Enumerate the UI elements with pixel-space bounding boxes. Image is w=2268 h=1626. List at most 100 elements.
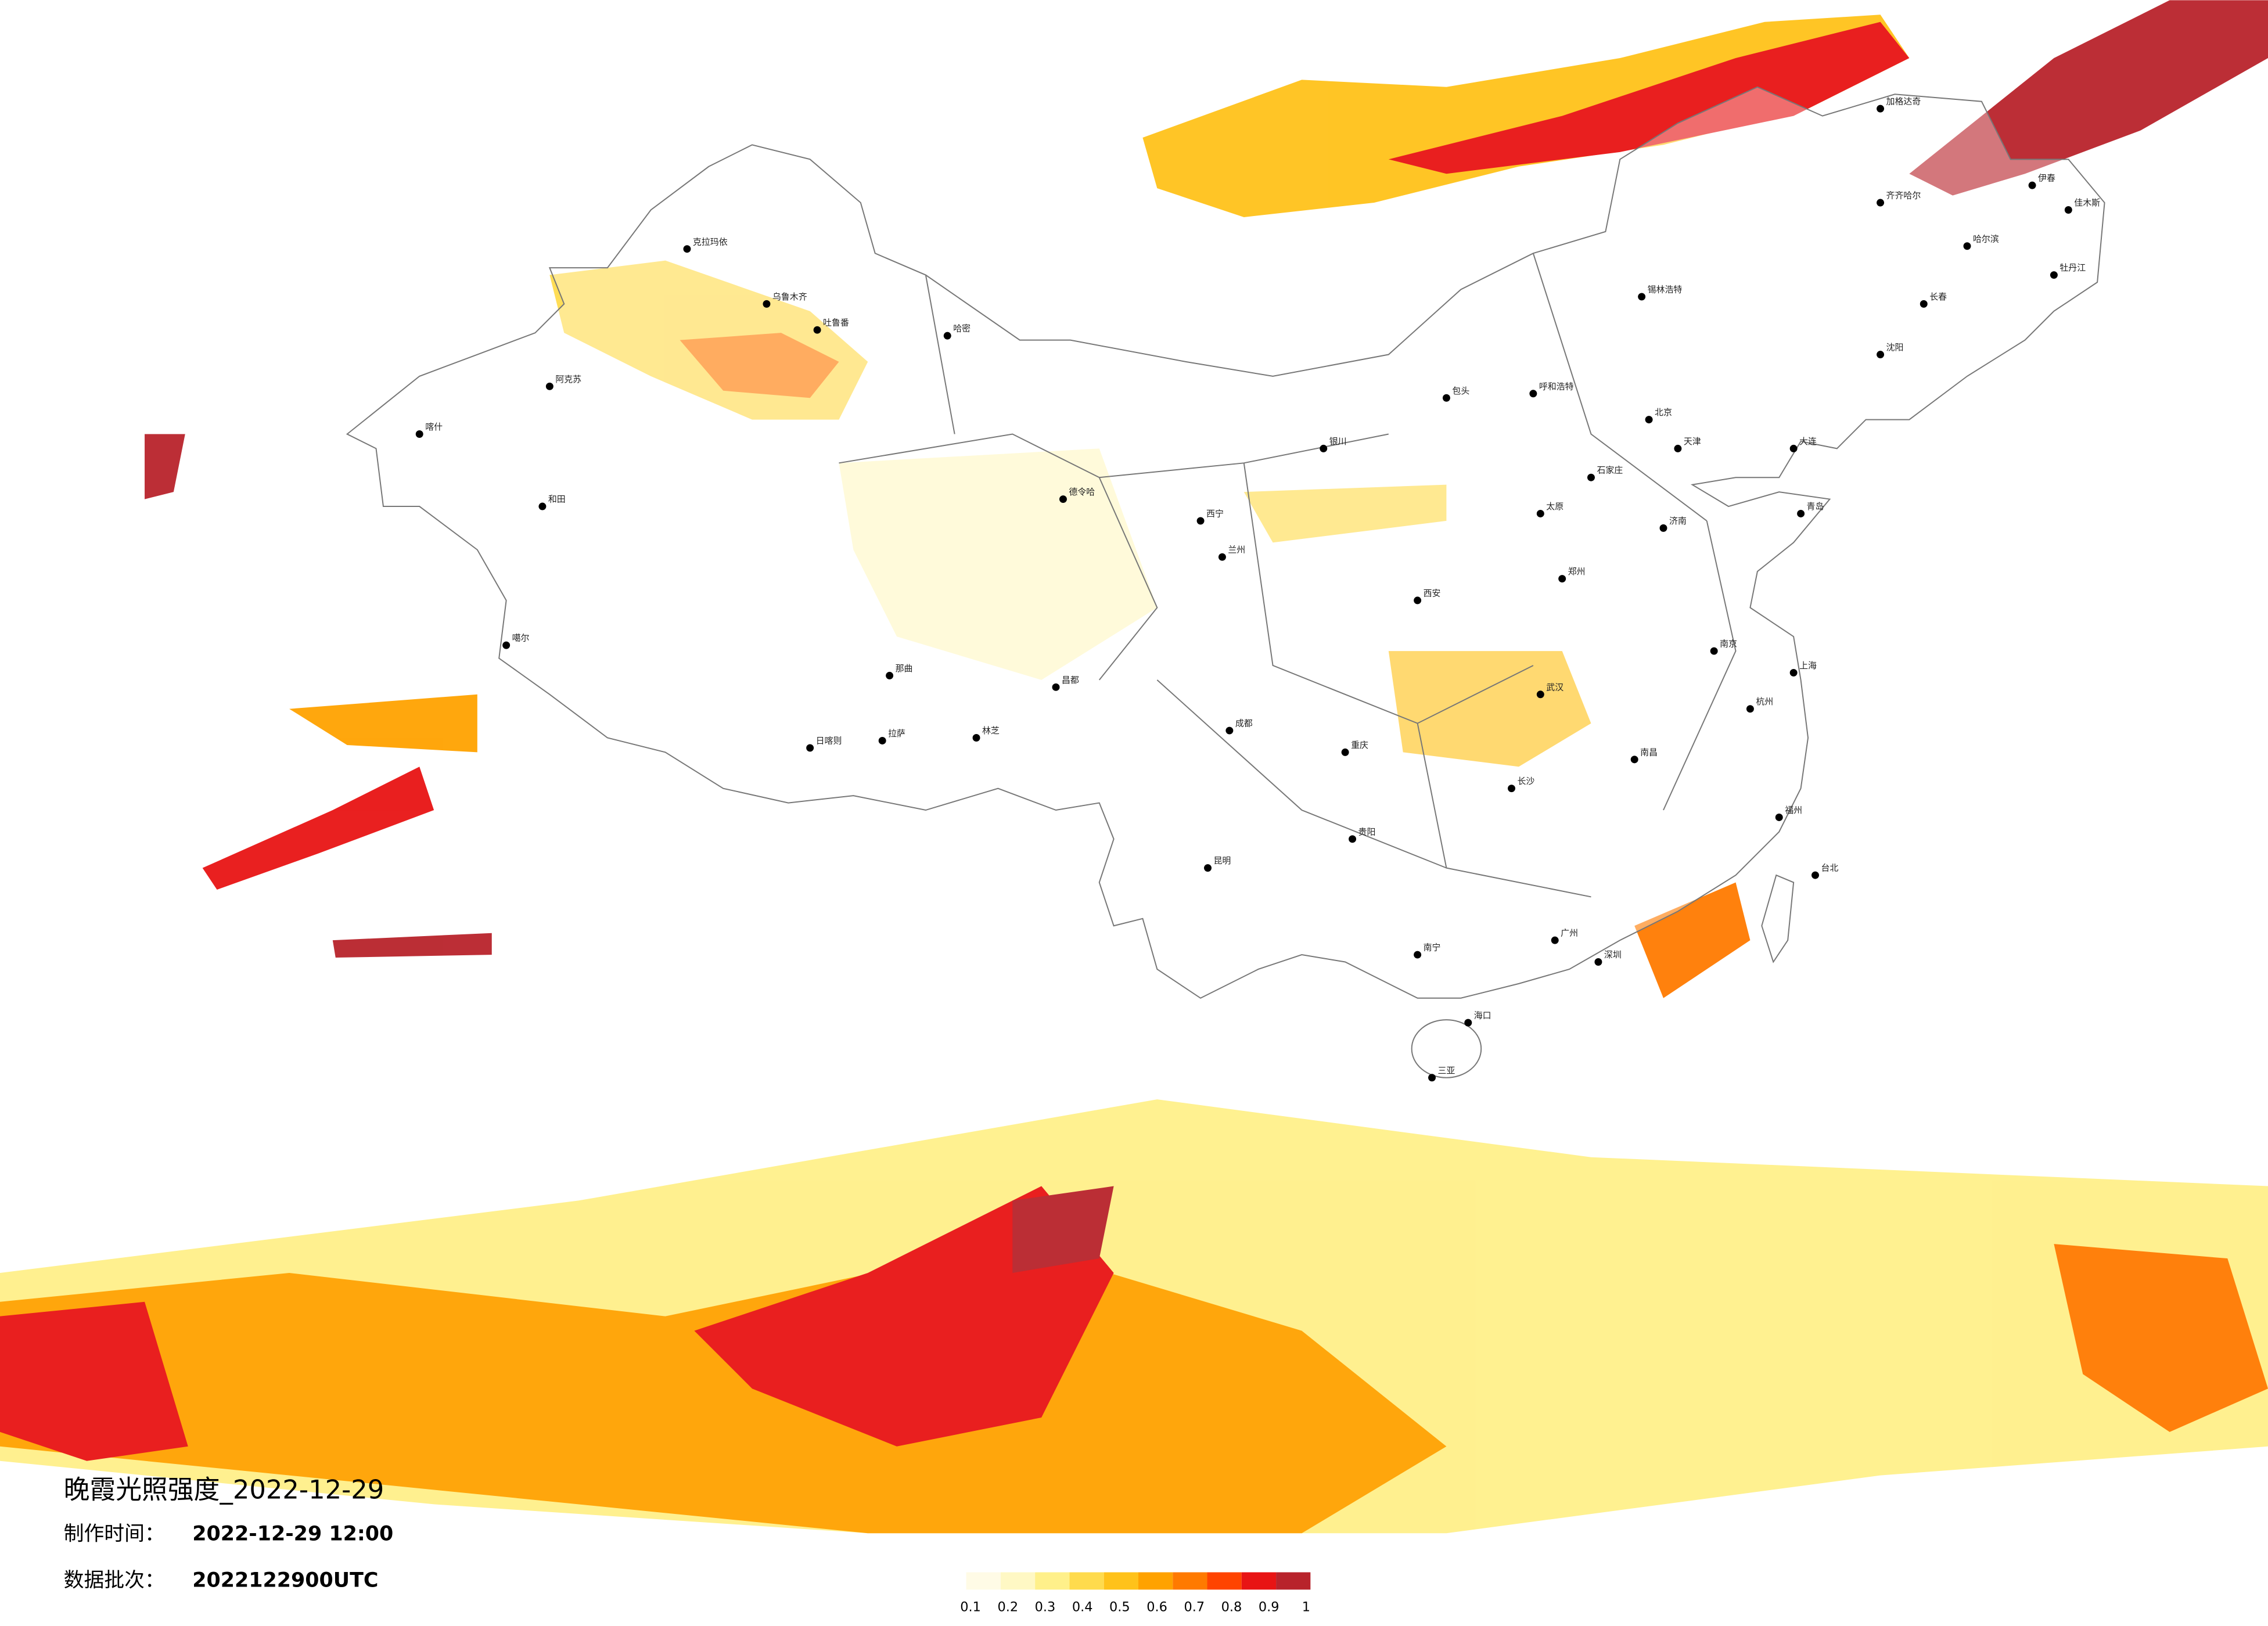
heat-layer <box>0 0 2268 1534</box>
city-dot <box>1963 242 1971 250</box>
city-label: 长沙 <box>1517 776 1534 786</box>
province-border <box>839 253 1737 898</box>
city-dot <box>545 382 553 390</box>
legend-tick-label: 0.9 <box>1259 1600 1279 1615</box>
city-dot <box>1052 683 1060 691</box>
batch-label: 数据批次： <box>64 1569 165 1592</box>
borders <box>346 86 2105 1078</box>
city-dot <box>1920 300 1928 308</box>
city-label: 成都 <box>1235 718 1253 729</box>
city-dot <box>763 300 771 308</box>
city-label: 哈尔滨 <box>1973 233 1999 244</box>
legend-swatch <box>1069 1572 1104 1590</box>
city-label: 郑州 <box>1568 566 1586 577</box>
heat-area <box>202 767 434 890</box>
city-label: 克拉玛依 <box>693 236 728 247</box>
city-label: 武汉 <box>1546 682 1563 692</box>
city-dot <box>1529 390 1537 398</box>
city-dot <box>1558 575 1566 583</box>
city-label: 台北 <box>1821 863 1838 873</box>
city-dot <box>1638 293 1646 301</box>
city-dot <box>1797 510 1805 517</box>
heat-area <box>1388 651 1591 767</box>
city-label: 长春 <box>1929 292 1947 302</box>
city-label: 上海 <box>1799 660 1817 671</box>
city-label: 深圳 <box>1604 949 1622 960</box>
city-dot <box>1877 105 1885 113</box>
title: 晚霞光照强度_2022-12-29 <box>64 1474 384 1505</box>
city-label: 林芝 <box>982 725 1000 736</box>
city-dot <box>2064 206 2072 214</box>
city-label: 石家庄 <box>1597 465 1623 476</box>
city-dot <box>1442 394 1450 402</box>
city-label: 呼和浩特 <box>1539 381 1574 391</box>
city-dot <box>1196 517 1205 525</box>
city-label: 包头 <box>1452 386 1469 396</box>
city-dot <box>1587 473 1595 481</box>
city-label: 贵阳 <box>1358 826 1376 837</box>
heat-area <box>145 434 185 499</box>
city-label: 乌鲁木齐 <box>772 292 807 302</box>
city-label: 青岛 <box>1807 501 1824 512</box>
island <box>1411 1019 1482 1078</box>
city-dot <box>1551 936 1559 944</box>
legend-tick-label: 0.3 <box>1035 1600 1056 1615</box>
city-label: 锡林浩特 <box>1648 284 1683 294</box>
city-dot <box>1746 705 1754 713</box>
city-label: 齐齐哈尔 <box>1886 190 1921 201</box>
city-label: 加格达奇 <box>1886 96 1921 107</box>
city-label: 那曲 <box>896 663 913 674</box>
city-label: 哈密 <box>953 323 971 334</box>
city-dot <box>2028 181 2036 189</box>
city-label: 三亚 <box>1437 1065 1455 1075</box>
heat-area <box>332 933 492 958</box>
city-dot <box>1414 596 1422 605</box>
city-label: 北京 <box>1655 407 1672 418</box>
city-label: 牡丹江 <box>2059 262 2086 273</box>
city-dot <box>1710 647 1718 655</box>
legend-swatch <box>1104 1572 1138 1590</box>
city-dot <box>1775 813 1783 821</box>
legend-swatch <box>1241 1572 1277 1590</box>
city-label: 喀什 <box>425 422 443 432</box>
city-label: 日喀则 <box>816 735 842 746</box>
island <box>1761 874 1795 963</box>
heat-area <box>289 694 477 753</box>
city-label: 天津 <box>1684 436 1701 447</box>
city-dot <box>1059 495 1067 503</box>
city-label: 广州 <box>1561 928 1578 938</box>
city-dot <box>2050 271 2058 279</box>
city-dot <box>1811 871 1819 879</box>
city-label: 南京 <box>1720 639 1737 649</box>
city-dot <box>1645 416 1653 424</box>
heat-area <box>694 1186 1114 1447</box>
legend-tick-label: 0.1 <box>960 1600 981 1615</box>
city-dot <box>1789 668 1798 677</box>
city-label: 佳木斯 <box>2074 197 2100 208</box>
legend-swatch <box>1276 1572 1311 1590</box>
city-dot <box>1536 690 1544 699</box>
city-label: 西安 <box>1424 588 1441 598</box>
city-dot <box>502 641 511 649</box>
city-dot <box>1428 1074 1436 1082</box>
heat-area <box>1243 484 1447 543</box>
city-label: 阿克苏 <box>555 374 581 384</box>
heat-area <box>2054 1244 2268 1432</box>
city-dot <box>1204 864 1212 872</box>
city-dot <box>1414 951 1422 959</box>
heat-area <box>0 1301 188 1461</box>
legend-tick-label: 0.5 <box>1109 1600 1130 1615</box>
city-label: 重庆 <box>1351 740 1368 750</box>
city-dot <box>972 734 980 742</box>
heat-area <box>680 333 839 398</box>
city-dot <box>1536 510 1544 517</box>
city-label: 兰州 <box>1228 545 1245 555</box>
city-dot <box>1349 835 1357 843</box>
city-dot <box>1877 199 1885 207</box>
city-label: 福州 <box>1785 805 1802 815</box>
heat-area <box>1012 1186 1114 1273</box>
city-dot <box>1630 756 1638 764</box>
legend-swatch <box>1035 1572 1070 1590</box>
